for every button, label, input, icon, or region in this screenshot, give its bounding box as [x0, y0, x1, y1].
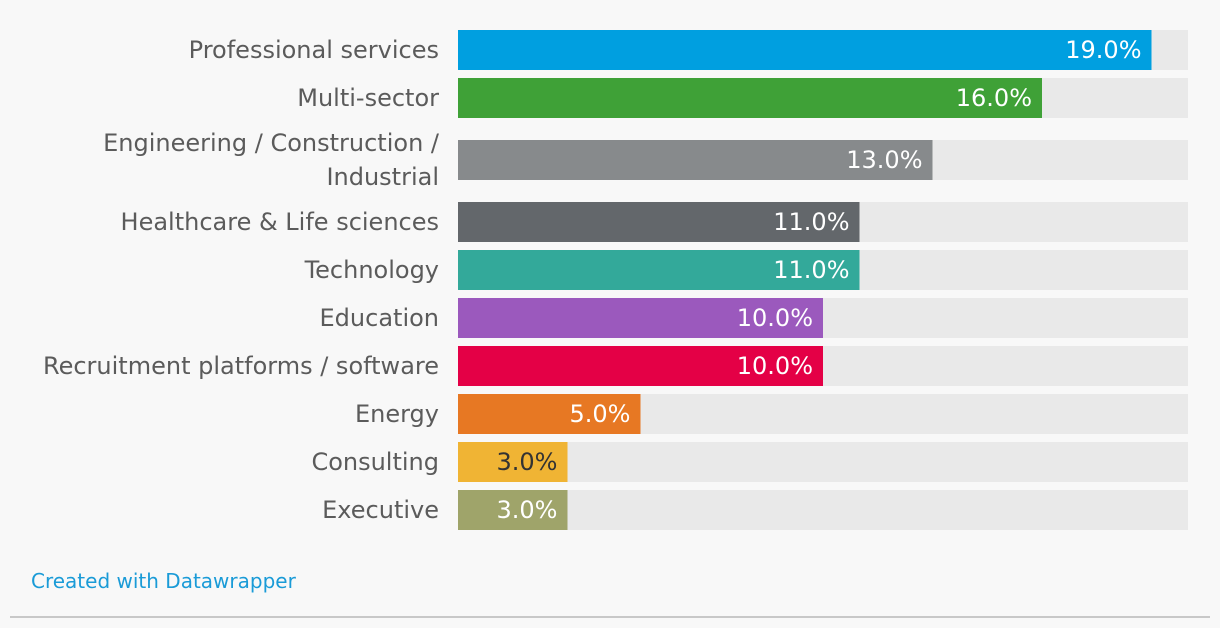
bar-track — [458, 490, 1188, 530]
bar — [458, 394, 641, 434]
category-label: Executive — [322, 496, 439, 524]
bar-chart: Professional services 19.0% Multi-sector 16… — [43, 30, 1188, 530]
bar — [458, 346, 823, 386]
bar — [458, 490, 568, 530]
category-label: Consulting — [311, 448, 439, 476]
bar-row: Recruitment platforms / software 10.0% — [43, 346, 1188, 386]
bar-row: Healthcare & Life sciences 11.0% — [121, 202, 1188, 242]
bar — [458, 442, 568, 482]
bar-row: Consulting 3.0% — [311, 442, 1188, 482]
value-label: 13.0% — [846, 146, 922, 174]
bar — [458, 298, 823, 338]
category-label: Energy — [355, 400, 439, 428]
footer-divider — [10, 616, 1210, 618]
value-label: 16.0% — [956, 84, 1032, 112]
category-label: Healthcare & Life sciences — [121, 208, 439, 236]
bar — [458, 250, 860, 290]
bar-row: Executive 3.0% — [322, 490, 1188, 530]
bar-row: Multi-sector 16.0% — [297, 78, 1188, 118]
value-label: 10.0% — [737, 352, 813, 380]
bar — [458, 30, 1152, 70]
bar-row: Technology 11.0% — [304, 250, 1188, 290]
bar — [458, 78, 1042, 118]
value-label: 10.0% — [737, 304, 813, 332]
value-label: 3.0% — [497, 496, 558, 524]
category-label: Engineering / Construction / — [103, 129, 440, 157]
bar — [458, 140, 933, 180]
category-label: Technology — [304, 256, 439, 284]
datawrapper-credit-link[interactable]: Created with Datawrapper — [31, 569, 296, 593]
category-label: Industrial — [326, 163, 439, 191]
category-label: Professional services — [189, 36, 439, 64]
category-label: Recruitment platforms / software — [43, 352, 439, 380]
category-label: Education — [320, 304, 439, 332]
category-label: Multi-sector — [297, 84, 439, 112]
bar-row: Education 10.0% — [320, 298, 1188, 338]
bar-row: Professional services 19.0% — [189, 30, 1188, 70]
bar-row: Engineering / Construction / Industrial 13… — [103, 129, 1188, 191]
value-label: 19.0% — [1065, 36, 1141, 64]
value-label: 11.0% — [773, 256, 849, 284]
value-label: 3.0% — [497, 448, 558, 476]
value-label: 5.0% — [570, 400, 631, 428]
bar — [458, 202, 860, 242]
bar-row: Energy 5.0% — [355, 394, 1188, 434]
bar-track — [458, 442, 1188, 482]
value-label: 11.0% — [773, 208, 849, 236]
